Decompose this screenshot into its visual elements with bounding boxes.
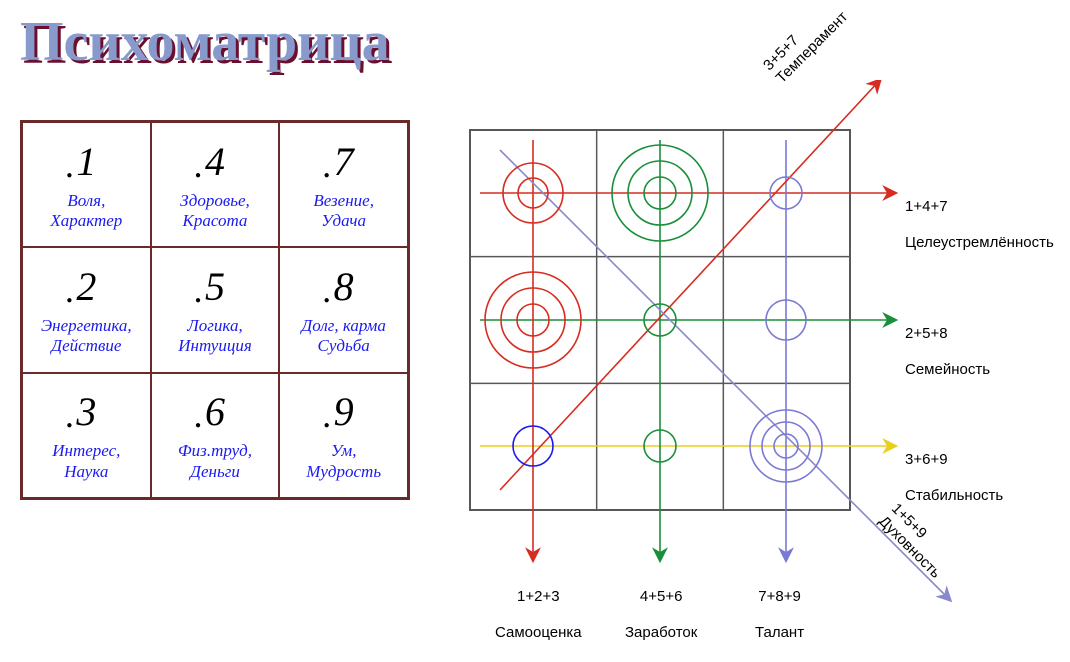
text: Талант (755, 624, 804, 641)
cell-number: 9 (334, 388, 354, 435)
cell-7: 7 Везение, Удача (279, 122, 408, 247)
formula: 7+8+9 (758, 588, 801, 605)
cell-3: 3 Интерес, Наука (22, 373, 151, 498)
formula: 1+4+7 (905, 198, 948, 215)
cell-number: 6 (205, 388, 225, 435)
cell-2: 2 Энергетика, Действие (22, 247, 151, 372)
page-title: Психоматрица (20, 10, 390, 74)
formula: 4+5+6 (640, 588, 683, 605)
cell-number: 1 (76, 138, 96, 185)
cell-label: Логика, Интуиция (178, 316, 252, 357)
cell-number: 3 (76, 388, 96, 435)
cell-number: 2 (76, 263, 96, 310)
row-label-1: 2+5+8 Семейность (905, 307, 990, 379)
cell-label: Долг, карма Судьба (301, 316, 385, 357)
cell-4: 4 Здоровье, Красота (151, 122, 280, 247)
text: Семейность (905, 361, 990, 378)
cell-number: 4 (205, 138, 225, 185)
cell-9: 9 Ум, Мудрость (279, 373, 408, 498)
text: Заработок (625, 624, 697, 641)
cell-label: Здоровье, Красота (180, 191, 250, 232)
cell-number: 7 (334, 138, 354, 185)
text: Самооценка (495, 624, 582, 641)
cell-number: 5 (205, 263, 225, 310)
cell-label: Энергетика, Действие (41, 316, 132, 357)
text: Целеустремлённость (905, 234, 1054, 251)
cell-6: 6 Физ.труд, Деньги (151, 373, 280, 498)
cell-8: 8 Долг, карма Судьба (279, 247, 408, 372)
cell-1: 1 Воля, Характер (22, 122, 151, 247)
diag-label-temperament: 3+5+7 Темперамент (760, 0, 852, 87)
cell-number: 8 (334, 263, 354, 310)
row-label-0: 1+4+7 Целеустремлённость (905, 180, 1054, 252)
cell-5: 5 Логика, Интуиция (151, 247, 280, 372)
col-label-1: 4+5+6 Заработок (625, 570, 697, 642)
formula: 2+5+8 (905, 325, 948, 342)
psychomatrix-grid: 1 Воля, Характер 4 Здоровье, Красота 7 В… (20, 120, 410, 500)
col-label-0: 1+2+3 Самооценка (495, 570, 582, 642)
cell-label: Везение, Удача (313, 191, 374, 232)
text: Стабильность (905, 487, 1003, 504)
formula: 3+6+9 (905, 451, 948, 468)
right-diagram: 1+4+7 Целеустремлённость 2+5+8 Семейност… (450, 80, 1050, 650)
cell-label: Ум, Мудрость (306, 441, 381, 482)
formula: 1+2+3 (517, 588, 560, 605)
cell-label: Воля, Характер (50, 191, 122, 232)
row-label-2: 3+6+9 Стабильность (905, 433, 1003, 505)
cell-label: Интерес, Наука (52, 441, 120, 482)
cell-label: Физ.труд, Деньги (178, 441, 252, 482)
col-label-2: 7+8+9 Талант (755, 570, 804, 642)
